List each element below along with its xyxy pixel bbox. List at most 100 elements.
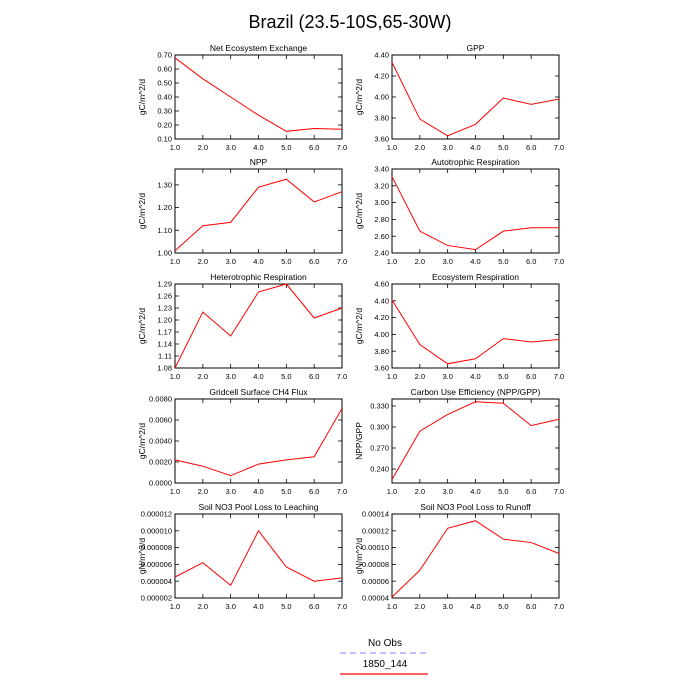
chart-title: NPP [250, 157, 268, 167]
chart-title: Soil NO3 Pool Loss to Runoff [420, 502, 531, 512]
panel-4: Heterotrophic Respiration gC/m^2/d 1.0 2.0 3… [137, 272, 347, 381]
y-tick-label: 0.00014 [362, 510, 389, 519]
y-tick-label: 1.23 [157, 304, 172, 313]
plot-frame [391, 398, 560, 484]
x-tick-label: 3.0 [225, 372, 235, 381]
y-tick-label: 0.00006 [362, 577, 389, 586]
x-tick-label: 7.0 [337, 487, 347, 496]
y-tick-label: 3.40 [374, 165, 389, 174]
series-line [391, 62, 560, 137]
y-tick-label: 3.60 [374, 135, 389, 144]
x-tick-label: 3.0 [225, 602, 235, 611]
plot-frame [391, 283, 560, 369]
series-line [391, 520, 560, 598]
x-tick-label: 4.0 [470, 143, 480, 152]
chart-title: Gridcell Surface CH4 Flux [209, 387, 308, 397]
x-tick-label: 4.0 [253, 143, 263, 152]
chart-title: GPP [467, 43, 485, 53]
plot-frame [174, 168, 343, 254]
plot-frame [391, 168, 560, 254]
y-axis-label: gC/m^2/d [354, 308, 364, 344]
panel-0: Net Ecosystem Exchange gC/m^2/d 1.0 2.0 3.0 4… [137, 43, 347, 152]
plot-frame [391, 513, 560, 599]
x-tick-label: 7.0 [554, 143, 564, 152]
x-tick-label: 7.0 [337, 372, 347, 381]
x-tick-label: 4.0 [253, 602, 263, 611]
y-tick-label: 0.00008 [362, 560, 389, 569]
x-tick-label: 6.0 [526, 602, 536, 611]
x-tick-label: 6.0 [526, 372, 536, 381]
x-tick-label: 6.0 [309, 602, 319, 611]
plot-frame [174, 54, 343, 140]
x-tick-label: 1.0 [170, 257, 180, 266]
panel-7: Carbon Use Efficiency (NPP/GPP) NPP/GPP 1.… [354, 387, 564, 496]
y-tick-label: 1.30 [157, 180, 172, 189]
x-tick-label: 3.0 [225, 487, 235, 496]
x-tick-label: 6.0 [526, 143, 536, 152]
y-tick-label: 0.00004 [362, 594, 389, 603]
y-tick-label: 1.20 [157, 203, 172, 212]
y-tick-label: 0.30 [157, 107, 172, 116]
x-tick-label: 7.0 [554, 257, 564, 266]
y-tick-label: 1.10 [157, 226, 172, 235]
plot-frame [174, 513, 343, 599]
series-line [174, 529, 343, 587]
x-tick-label: 6.0 [309, 257, 319, 266]
y-tick-label: 0.000006 [141, 560, 172, 569]
panel-3: Autotrophic Respiration gC/m^2/d 1.0 2.0 3.0… [354, 157, 564, 266]
series-line [391, 299, 560, 365]
x-tick-label: 6.0 [309, 372, 319, 381]
y-tick-label: 0.40 [157, 93, 172, 102]
panel-8: Soil NO3 Pool Loss to Leaching gN/m^2/d 1.… [137, 502, 347, 611]
x-tick-label: 6.0 [309, 487, 319, 496]
y-tick-label: 0.0020 [149, 458, 172, 467]
x-tick-label: 4.0 [253, 372, 263, 381]
chart-title: Autotrophic Respiration [431, 157, 520, 167]
y-tick-label: 3.80 [374, 347, 389, 356]
y-axis-label: gC/m^2/d [137, 423, 147, 459]
x-tick-label: 1.0 [387, 487, 397, 496]
panel-2: NPP gC/m^2/d 1.0 2.0 3.0 4.0 5.0 6.0 7.0 1.00 1.10… [137, 157, 347, 266]
y-tick-label: 0.10 [157, 135, 172, 144]
y-tick-label: 0.330 [370, 402, 389, 411]
y-tick-label: 1.26 [157, 292, 172, 301]
x-tick-label: 5.0 [498, 487, 508, 496]
x-tick-label: 2.0 [415, 143, 425, 152]
x-tick-label: 7.0 [554, 602, 564, 611]
y-tick-label: 0.000008 [141, 543, 172, 552]
x-tick-label: 3.0 [225, 143, 235, 152]
y-axis-label: gN/m^2/d [354, 538, 364, 574]
panel-6: Gridcell Surface CH4 Flux gC/m^2/d 1.0 2.0 3… [137, 387, 347, 496]
y-tick-label: 4.00 [374, 330, 389, 339]
y-tick-label: 1.20 [157, 316, 172, 325]
y-tick-label: 0.70 [157, 51, 172, 60]
y-tick-label: 1.11 [158, 352, 172, 361]
y-tick-label: 3.00 [374, 198, 389, 207]
y-tick-label: 0.00010 [362, 543, 389, 552]
y-tick-label: 4.00 [374, 93, 389, 102]
x-tick-label: 5.0 [498, 257, 508, 266]
series-line [391, 176, 559, 251]
y-tick-label: 0.000010 [141, 526, 172, 535]
x-tick-label: 3.0 [442, 257, 452, 266]
x-tick-label: 2.0 [198, 143, 208, 152]
y-tick-label: 0.000012 [141, 510, 172, 519]
plot-frame [174, 398, 343, 484]
x-tick-label: 1.0 [387, 602, 397, 611]
y-tick-label: 0.0000 [149, 479, 172, 488]
y-tick-label: 3.20 [374, 181, 389, 190]
plot-frame [174, 283, 343, 369]
x-tick-label: 1.0 [387, 257, 397, 266]
y-axis-label: gC/m^2/d [137, 308, 147, 344]
x-tick-label: 2.0 [198, 487, 208, 496]
x-tick-label: 6.0 [309, 143, 319, 152]
y-axis-label: gC/m^2/d [137, 193, 147, 229]
x-tick-label: 7.0 [554, 487, 564, 496]
panel-5: Ecosystem Respiration gC/m^2/d 1.0 2.0 3.0 4.… [354, 272, 564, 381]
x-tick-label: 5.0 [281, 602, 291, 611]
x-tick-label: 1.0 [170, 143, 180, 152]
x-tick-label: 6.0 [526, 257, 536, 266]
y-tick-label: 1.29 [157, 280, 172, 289]
page-title: Brazil (23.5-10S,65-30W) [248, 12, 451, 32]
